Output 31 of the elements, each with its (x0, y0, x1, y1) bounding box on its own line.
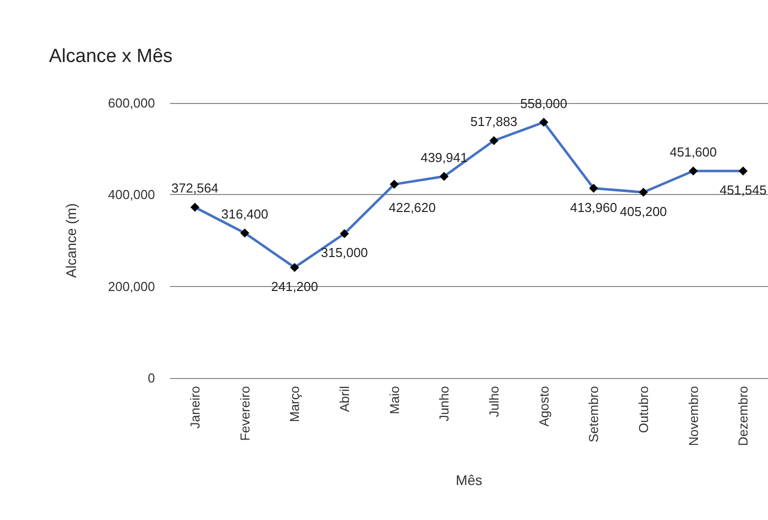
x-tick-label: Novembro (686, 386, 701, 446)
data-label: 558,000 (520, 96, 568, 111)
x-tick-label: Janeiro (187, 386, 202, 429)
data-label: 517,883 (470, 114, 518, 130)
x-tick-label: Dezembro (736, 386, 751, 446)
data-label: 372,564 (171, 180, 218, 196)
data-label: 315,000 (320, 245, 368, 260)
data-label: 451,600 (670, 144, 717, 160)
data-label: 451,545 (720, 182, 767, 198)
x-tick-label: Outubro (636, 386, 651, 433)
x-tick-label: Maio (386, 386, 402, 414)
data-label: 316,400 (221, 206, 268, 222)
data-label: 405,200 (620, 204, 667, 219)
y-tick-label: 600,000 (108, 96, 155, 110)
x-tick-label: Setembro (586, 386, 602, 442)
x-tick-label: Abril (336, 386, 352, 412)
x-tick-label: Julho (486, 386, 502, 418)
y-axis-title: Alcance (m) (63, 203, 79, 278)
x-tick-label: Junho (436, 386, 452, 422)
x-tick-label: Março (287, 386, 302, 422)
x-tick-label: Agosto (536, 386, 552, 426)
y-tick-label: 0 (148, 370, 155, 386)
x-tick-label: Fevereiro (237, 386, 252, 441)
x-axis-title: Mês (456, 472, 482, 488)
y-tick-label: 400,000 (108, 187, 155, 202)
data-label: 422,620 (388, 200, 436, 215)
data-label: 241,200 (271, 278, 318, 294)
data-label: 413,960 (570, 200, 618, 215)
y-tick-label: 200,000 (108, 278, 155, 294)
data-label: 439,941 (420, 150, 468, 165)
chart-title: Alcance x Mês (49, 46, 173, 67)
